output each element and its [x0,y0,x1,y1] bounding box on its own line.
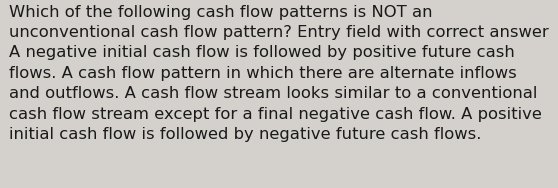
Text: Which of the following cash flow patterns is NOT an
unconventional cash flow pat: Which of the following cash flow pattern… [9,5,549,142]
